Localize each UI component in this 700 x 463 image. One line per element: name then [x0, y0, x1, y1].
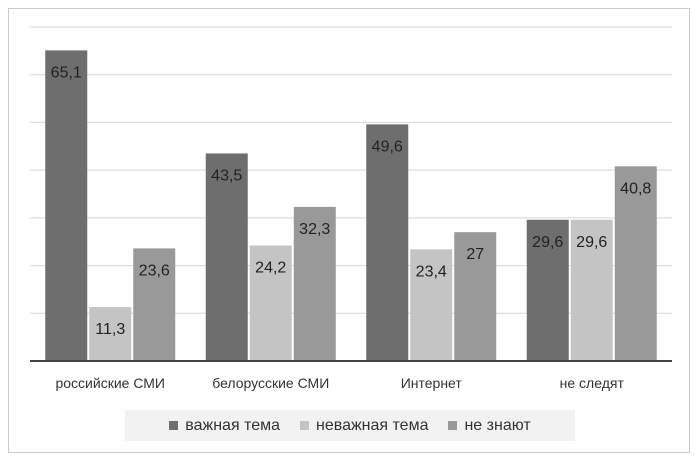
legend-label-dont-know: не знают [464, 416, 531, 434]
category-label: не следят [560, 375, 625, 391]
legend: важная тема неважная тема не знают [125, 410, 575, 441]
legend-label-unimportant: неважная тема [316, 416, 429, 434]
bar [570, 219, 613, 361]
legend-swatch-unimportant [300, 421, 310, 430]
legend-swatch-important [169, 421, 179, 430]
category-label: белорусские СМИ [212, 375, 329, 391]
bar-value-label: 65,1 [51, 64, 82, 81]
legend-item-dont-know: не знают [448, 416, 531, 435]
bar-value-label: 40,8 [620, 180, 651, 197]
bar [249, 245, 292, 361]
bar-value-label: 27 [466, 246, 484, 263]
bar [454, 232, 497, 361]
bar [410, 249, 453, 361]
bar [366, 124, 409, 361]
bar [45, 50, 88, 361]
legend-item-important: важная тема [169, 417, 280, 435]
bar-value-label: 29,6 [532, 234, 563, 251]
bar [133, 248, 176, 361]
bar-value-label: 23,4 [416, 263, 447, 280]
bar-value-label: 29,6 [576, 234, 607, 251]
bar [293, 206, 336, 361]
bar [89, 307, 132, 361]
bar-value-label: 32,3 [299, 221, 330, 238]
category-label: российские СМИ [55, 375, 165, 391]
bar-value-label: 11,3 [95, 321, 125, 338]
bar [205, 153, 248, 361]
category-label: Интернет [401, 375, 463, 391]
legend-swatch-dont-know [448, 421, 458, 430]
bar-value-label: 23,6 [139, 262, 170, 279]
bar-value-label: 43,5 [211, 167, 242, 184]
legend-label-important: важная тема [185, 416, 281, 434]
bar-value-label: 24,2 [255, 260, 286, 277]
bar [614, 166, 657, 361]
legend-item-unimportant: неважная тема [300, 417, 428, 435]
bar [526, 219, 569, 361]
bar-value-label: 49,6 [372, 138, 403, 155]
